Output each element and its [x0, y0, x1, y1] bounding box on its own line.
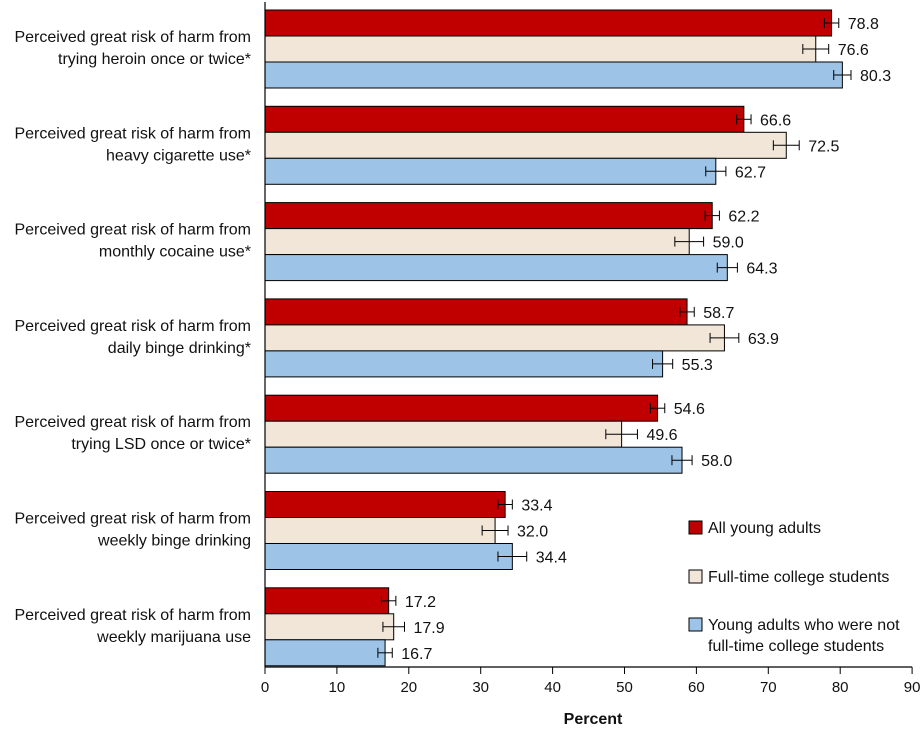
x-tick-label: 70: [760, 679, 777, 696]
value-label: 76.6: [838, 42, 869, 59]
value-label: 49.6: [646, 427, 677, 444]
bar-2-1: [264, 35, 817, 63]
bar-1-4: [264, 298, 688, 326]
value-label: 72.5: [808, 138, 839, 155]
category-label: Perceived great risk of harm from heavy c…: [14, 125, 251, 164]
bar-1-3: [264, 202, 713, 230]
bar-1-5: [264, 394, 659, 422]
bar-1-2: [264, 105, 745, 133]
x-tick-label: 10: [329, 679, 346, 696]
value-label: 80.3: [860, 68, 891, 85]
x-tick-label: 40: [544, 679, 561, 696]
bar-3-3: [264, 254, 728, 282]
value-label: 17.2: [405, 594, 436, 611]
value-label: 16.7: [401, 646, 432, 663]
legend-label-3: Young adults who were not full-time colle…: [708, 617, 900, 655]
value-label: 78.8: [848, 16, 879, 33]
legend-swatch-3: [688, 617, 703, 632]
category-label: Perceived great risk of harm from weekly …: [14, 607, 251, 646]
legend-swatch-2: [688, 569, 703, 584]
legend-label-2: Full-time college students: [708, 569, 889, 586]
value-label: 33.4: [521, 498, 552, 515]
value-label: 62.2: [728, 209, 759, 226]
value-label: 62.7: [735, 164, 766, 181]
x-axis-title: Percent: [564, 711, 623, 728]
value-label: 34.4: [536, 550, 567, 567]
bar-2-6: [264, 517, 496, 544]
value-label: 59.0: [713, 235, 744, 252]
bar-2-5: [264, 420, 623, 448]
bar-3-5: [264, 446, 683, 474]
bar-1-6: [264, 491, 506, 518]
x-tick-label: 50: [616, 679, 633, 696]
category-label: Perceived great risk of harm from trying …: [14, 414, 251, 453]
value-label: 17.9: [413, 620, 444, 637]
bar-2-2: [264, 131, 787, 159]
bar-3-2: [264, 157, 717, 185]
value-label: 64.3: [746, 261, 777, 278]
bar-3-4: [264, 350, 664, 378]
value-label: 66.6: [760, 112, 791, 129]
x-tick-label: 0: [261, 679, 269, 696]
legend-label-1: All young adults: [708, 520, 821, 537]
category-label: Perceived great risk of harm from monthly…: [14, 222, 251, 261]
bar-2-7: [264, 613, 395, 641]
bar-3-6: [264, 543, 513, 570]
category-label: Perceived great risk of harm from daily b…: [14, 318, 251, 357]
category-label: Perceived great risk of harm from weekly …: [14, 511, 251, 550]
value-label: 32.0: [517, 524, 548, 541]
bar-2-3: [264, 228, 690, 256]
value-label: 55.3: [682, 357, 713, 374]
value-label: 58.0: [701, 453, 732, 470]
x-tick-label: 20: [400, 679, 417, 696]
category-label: Perceived great risk of harm from trying …: [14, 29, 251, 68]
x-tick-label: 60: [688, 679, 705, 696]
x-tick-label: 30: [472, 679, 489, 696]
bar-1-1: [264, 9, 833, 37]
bar-1-7: [264, 587, 390, 615]
x-tick-label: 80: [832, 679, 849, 696]
bar-2-4: [264, 324, 725, 352]
value-label: 54.6: [674, 401, 705, 418]
bar-3-1: [264, 61, 843, 89]
value-label: 63.9: [748, 331, 779, 348]
value-label: 58.7: [703, 305, 734, 322]
x-tick-label: 90: [904, 679, 921, 696]
bar-3-7: [264, 639, 386, 667]
legend-swatch-1: [688, 520, 703, 535]
